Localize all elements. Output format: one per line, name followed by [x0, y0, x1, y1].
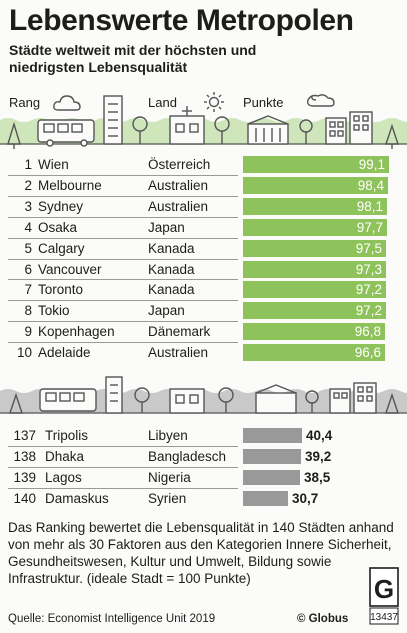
bar-value-label: 30,7: [292, 491, 319, 506]
row-divider: [8, 467, 238, 468]
country-cell: Kanada: [148, 240, 195, 256]
city-cell: Osaka: [38, 219, 78, 235]
country-cell: Syrien: [148, 491, 187, 506]
city-cell: Kopenhagen: [38, 324, 115, 340]
city-cell: Tripolis: [45, 428, 89, 443]
bar: [243, 197, 387, 215]
row-divider: [8, 174, 238, 176]
skyline-band-top: [0, 94, 407, 154]
bar: [243, 156, 389, 173]
rank-cell: 9: [24, 324, 32, 340]
bar: [243, 281, 386, 299]
country-cell: Kanada: [148, 261, 195, 277]
bar: [243, 218, 387, 236]
bar-value-label: 99,1: [358, 157, 385, 172]
city-cell: Toronto: [38, 282, 84, 298]
globus-logo: G 13437: [369, 567, 399, 625]
city-cell: Wien: [38, 157, 69, 172]
bar-value-label: 98,4: [357, 177, 384, 193]
bar: [243, 239, 386, 257]
country-cell: Dänemark: [148, 324, 211, 340]
bar-value-label: 98,1: [356, 198, 383, 214]
bar: [243, 260, 386, 278]
country-cell: Nigeria: [148, 470, 191, 485]
logo-letter: G: [374, 574, 394, 604]
city-cell: Dhaka: [45, 449, 85, 464]
row-divider: [8, 300, 238, 302]
bar: [243, 449, 301, 464]
row-divider: [8, 342, 238, 344]
city-cell: Damaskus: [45, 491, 109, 506]
city-cell: Melbourne: [38, 177, 102, 193]
row-divider: [8, 488, 238, 489]
rank-cell: 8: [24, 303, 32, 319]
city-cell: Sydney: [38, 198, 84, 214]
row-divider: [8, 216, 238, 218]
bar-value-label: 97,2: [355, 282, 382, 298]
bar-value-label: 97,3: [355, 261, 382, 277]
row-divider: [8, 237, 238, 239]
city-cell: Calgary: [38, 240, 85, 256]
rank-cell: 5: [24, 240, 32, 256]
source-note: Quelle: Economist Intelligence Unit 2019: [8, 613, 216, 625]
cloud-icon: [53, 95, 81, 111]
rank-cell: 7: [24, 282, 32, 298]
row-divider: [8, 321, 238, 323]
country-cell: Australien: [148, 345, 209, 361]
bar-value-label: 96,6: [354, 345, 381, 361]
country-header: Land: [148, 95, 177, 110]
bar-value-label: 38,5: [304, 470, 331, 485]
country-cell: Japan: [148, 219, 185, 235]
rank-cell: 139: [13, 470, 36, 485]
city-cell: Tokio: [38, 303, 70, 319]
rank-cell: 140: [13, 491, 36, 506]
country-cell: Kanada: [148, 282, 195, 298]
country-cell: Australien: [148, 177, 209, 193]
rank-cell: 137: [13, 428, 36, 443]
rank-cell: 4: [24, 219, 32, 235]
bar: [243, 302, 386, 320]
bar-value-label: 96,8: [354, 324, 381, 340]
country-cell: Bangladesch: [148, 449, 227, 464]
chart-subtitle: Städte weltweit mit der höchsten und nie…: [9, 42, 257, 75]
rank-cell: 10: [16, 345, 32, 361]
bar: [243, 344, 385, 362]
skyline-band-bottom: [0, 375, 407, 421]
bar: [243, 428, 302, 443]
city-cell: Vancouver: [38, 261, 102, 277]
bar: [243, 470, 300, 485]
rank-cell: 138: [13, 449, 36, 464]
bar-value-label: 97,7: [356, 219, 383, 235]
country-cell: Japan: [148, 303, 185, 319]
city-cell: Lagos: [45, 470, 82, 485]
rank-cell: 1: [24, 157, 32, 172]
row-divider: [8, 446, 238, 447]
chart-title: Lebenswerte Metropolen: [9, 4, 354, 37]
country-cell: Libyen: [148, 428, 188, 443]
bar: [243, 323, 385, 341]
sun-icon: [204, 92, 224, 112]
bar-value-label: 40,4: [306, 428, 333, 443]
bar-value-label: 97,5: [355, 240, 382, 256]
country-cell: Österreich: [148, 157, 211, 172]
rank-cell: 2: [24, 177, 32, 193]
rank-header: Rang: [9, 95, 41, 110]
rank-cell: 6: [24, 261, 32, 277]
row-divider: [8, 195, 238, 197]
bar: [243, 491, 288, 506]
bar-value-label: 39,2: [305, 449, 332, 464]
city-cell: Adelaide: [38, 345, 91, 361]
rank-cell: 3: [24, 198, 32, 214]
bar: [243, 176, 388, 194]
copyright: © Globus: [297, 613, 349, 625]
bar-value-label: 97,2: [355, 303, 382, 319]
logo-number: 13437: [370, 612, 398, 623]
country-cell: Australien: [148, 198, 209, 214]
row-divider: [8, 279, 238, 281]
points-header: Punkte: [243, 95, 284, 110]
methodology-note: Das Ranking bewertet die Lebensqualität …: [8, 520, 394, 586]
row-divider: [8, 258, 238, 260]
